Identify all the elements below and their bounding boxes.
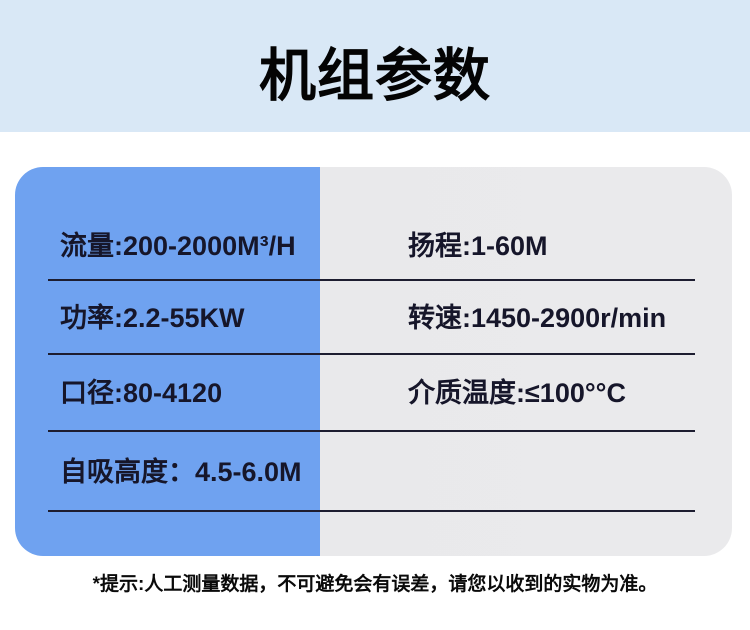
spec-temperature-value: 介质温度:≤100°°C	[408, 378, 626, 408]
spec-flow-value: 流量:200-2000M³/H	[60, 231, 296, 261]
spec-card: 流量:200-2000M³/H 扬程:1-60M 功率:2.2-55KW 转速:…	[15, 167, 732, 556]
spec-head-value: 扬程:1-60M	[408, 231, 548, 261]
disclaimer-note: *提示:人工测量数据，不可避免会有误差，请您以收到的实物为准。	[92, 574, 658, 595]
spec-row-priming-height: 自吸高度：4.5-6.0M	[15, 432, 732, 512]
spec-priming-height-value: 自吸高度：4.5-6.0M	[60, 456, 302, 487]
spec-row-power: 功率:2.2-55KW 转速:1450-2900r/min	[15, 281, 732, 355]
spec-diameter-value: 口径:80-4120	[60, 378, 223, 408]
spec-row-flow: 流量:200-2000M³/H 扬程:1-60M	[15, 212, 732, 281]
spec-row-diameter: 口径:80-4120 介质温度:≤100°°C	[15, 355, 732, 432]
spec-speed-value: 转速:1450-2900r/min	[408, 302, 667, 333]
spec-power-value: 功率:2.2-55KW	[60, 302, 245, 333]
header-banner: 机组参数	[0, 0, 750, 132]
page-title: 机组参数	[259, 43, 491, 108]
